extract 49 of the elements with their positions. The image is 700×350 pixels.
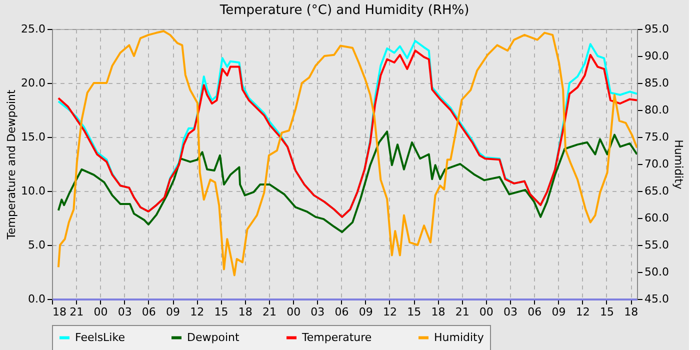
y2-tick-label: 95.0 bbox=[644, 22, 669, 36]
y2-tick-label: 90.0 bbox=[644, 50, 669, 62]
x-tick-label: 12 bbox=[576, 306, 590, 318]
y-tick-label: 10.0 bbox=[21, 184, 46, 198]
x-tick-label: 03 bbox=[310, 306, 325, 318]
legend-label: Humidity bbox=[434, 330, 484, 344]
y-axis-title: Temperature and Dewpoint bbox=[5, 88, 18, 240]
chart-title: Temperature (°C) and Humidity (RH%) bbox=[218, 3, 470, 18]
x-tick-label: 09 bbox=[166, 306, 180, 318]
x-tick-label: 03 bbox=[504, 306, 518, 318]
y2-tick-label: 85.0 bbox=[644, 76, 669, 90]
y2-tick-label: 65.0 bbox=[644, 184, 669, 198]
legend-label: FeelsLike bbox=[75, 330, 126, 344]
x-tick-label: 00 bbox=[286, 306, 301, 318]
y-tick-label: 25.0 bbox=[21, 22, 46, 36]
legend-label: Dewpoint bbox=[187, 330, 240, 344]
x-tick-label: 15 bbox=[214, 306, 228, 318]
x-tick-label: 18 bbox=[624, 306, 638, 318]
x-tick-label: 21 bbox=[455, 306, 470, 318]
x-tick-label: 18 bbox=[431, 306, 446, 318]
x-tick-label: 12 bbox=[383, 306, 397, 318]
y-tick-label: 5.0 bbox=[28, 238, 46, 252]
x-tick-label: 06 bbox=[142, 306, 156, 318]
x-tick-label: 15 bbox=[407, 306, 422, 318]
x-tick-label: 06 bbox=[334, 306, 349, 318]
y2-tick-label: 45.0 bbox=[644, 292, 669, 306]
legend-label: Temperature bbox=[301, 330, 372, 344]
x-tick-label: 21 bbox=[70, 306, 84, 318]
x-tick-label: 03 bbox=[118, 306, 132, 318]
x-tick-label: 12 bbox=[190, 306, 204, 318]
y2-tick-label: 60.0 bbox=[644, 212, 669, 224]
y2-tick-label: 50.0 bbox=[644, 266, 669, 278]
x-tick-label: 06 bbox=[528, 306, 542, 318]
x-tick-label: 09 bbox=[358, 306, 373, 318]
y2-tick-label: 55.0 bbox=[644, 238, 669, 252]
y-tick-label: 20.0 bbox=[21, 76, 46, 90]
x-tick-label: 21 bbox=[262, 306, 276, 318]
y2-tick-label: 70.0 bbox=[644, 158, 669, 170]
x-tick-label: 15 bbox=[600, 306, 614, 318]
x-tick-label: 00 bbox=[94, 306, 108, 318]
x-tick-label: 09 bbox=[552, 306, 566, 318]
y-tick-label: 0.0 bbox=[28, 292, 46, 306]
y2-axis-title: Humidity bbox=[672, 140, 685, 190]
y-tick-label: 15.0 bbox=[21, 130, 46, 144]
x-tick-label: 18 bbox=[52, 306, 66, 318]
y2-tick-label: 75.0 bbox=[644, 130, 669, 144]
y2-tick-label: 80.0 bbox=[644, 104, 669, 116]
x-tick-label: 18 bbox=[238, 306, 252, 318]
x-tick-label: 00 bbox=[479, 306, 494, 318]
